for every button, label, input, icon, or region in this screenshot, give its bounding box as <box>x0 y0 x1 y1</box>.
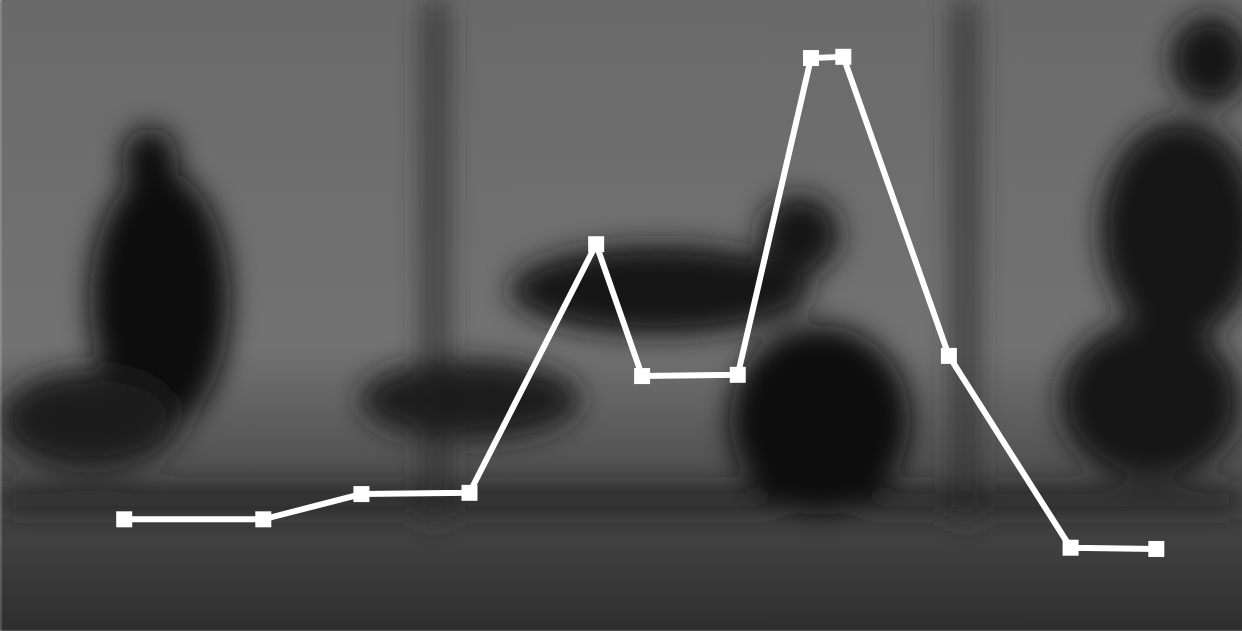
silhouette <box>360 360 580 440</box>
marker <box>835 49 851 65</box>
plot-area <box>116 49 1164 557</box>
tick-mark <box>0 0 1 1</box>
silhouette <box>1060 320 1240 480</box>
line <box>124 57 1156 549</box>
marker <box>941 348 957 364</box>
background-fill <box>0 0 1242 631</box>
marker <box>588 236 604 252</box>
silhouettes <box>0 0 1242 520</box>
marker <box>353 486 369 502</box>
axis-line <box>0 1 1 631</box>
marker <box>116 511 132 527</box>
silhouette <box>0 490 1242 510</box>
chart <box>0 0 1242 631</box>
silhouette <box>1170 15 1242 105</box>
marker <box>730 367 746 383</box>
y-axis <box>0 1 1 631</box>
silhouette <box>122 128 178 192</box>
silhouette <box>0 370 180 470</box>
silhouette <box>1100 120 1242 340</box>
marker <box>634 368 650 384</box>
tick <box>0 0 1 1</box>
marker <box>255 511 271 527</box>
marker <box>1063 540 1079 556</box>
marker <box>1148 541 1164 557</box>
background <box>0 0 1242 631</box>
silhouette <box>955 0 975 520</box>
silhouette <box>730 325 910 515</box>
marker <box>461 485 477 501</box>
marker <box>803 50 819 66</box>
silhouette <box>425 0 445 520</box>
